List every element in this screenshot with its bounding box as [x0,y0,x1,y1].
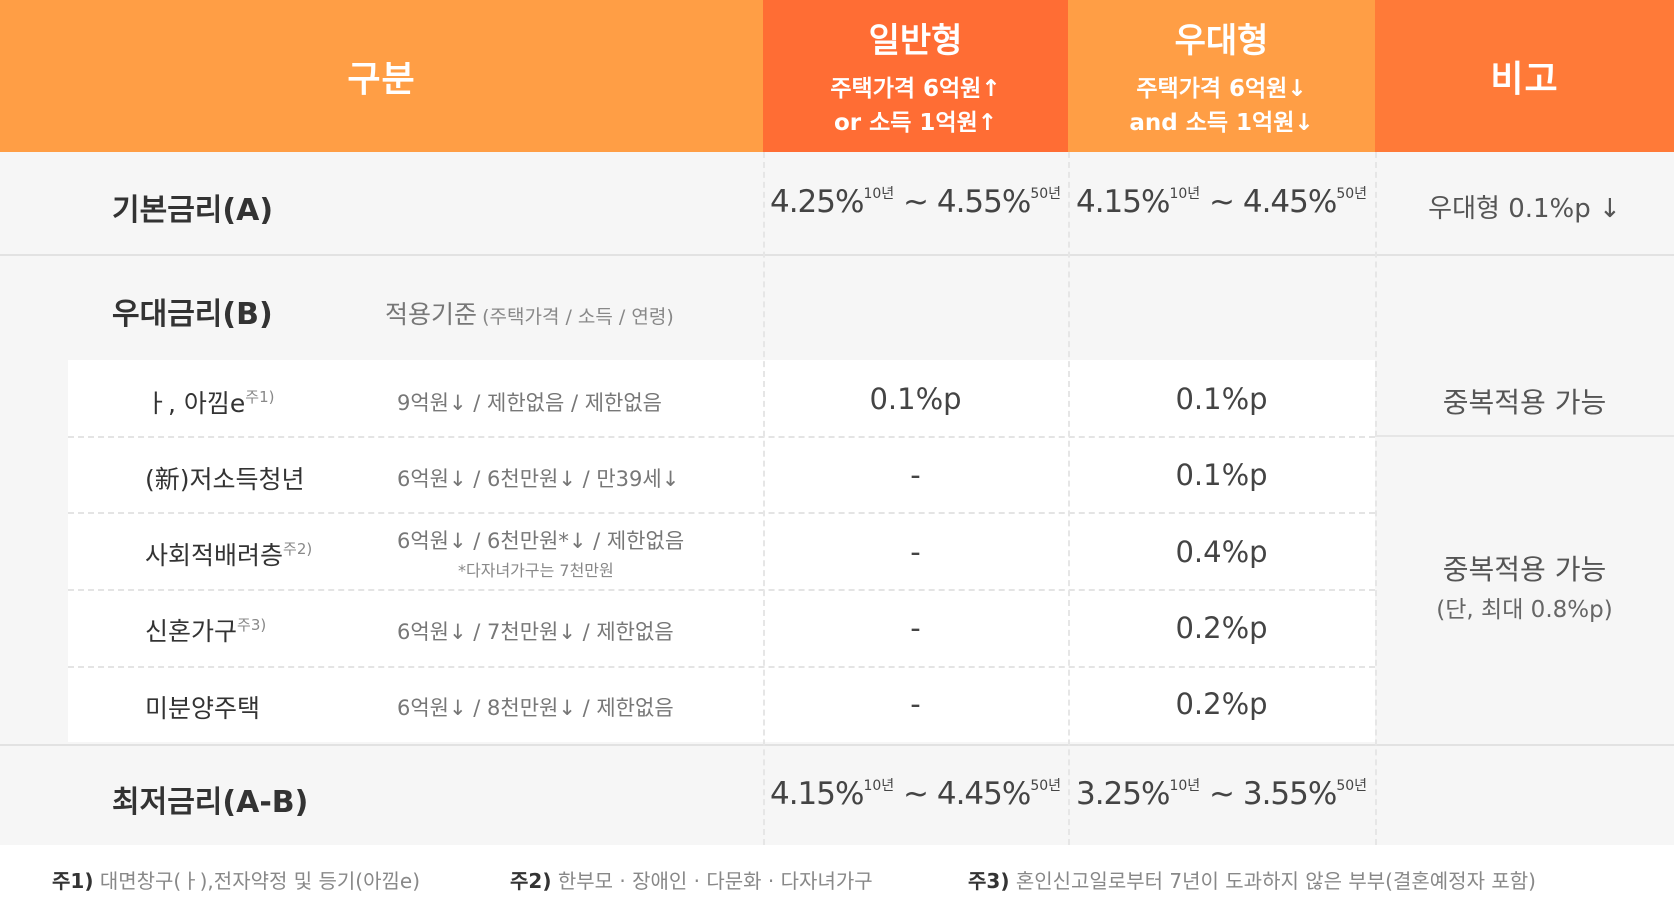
base-rate-remark: 우대형 0.1%p ↓ [1428,194,1621,224]
divider-row-3 [68,589,1375,591]
base-rate-pref-low: 4.15% [1075,184,1170,220]
vline-preferential [1068,152,1070,845]
min-rate-general-sep: ~ [894,776,937,812]
base-rate-general-low-term: 10년 [863,186,895,202]
pref-row-general: - [910,687,921,721]
base-rate-pref-high: 4.45% [1242,184,1337,220]
pref-row-preferential: 0.2%p [1175,687,1268,721]
header-preferential-line2: and 소득 1억원↓ [1129,109,1314,136]
pref-row-criteria-note: *다자녀가구는 7천만원 [458,561,614,580]
footnote-2-key: 주2) [510,869,552,893]
min-rate-general-low: 4.15% [769,776,864,812]
header-category: 구분 [347,59,416,100]
min-rate-pref-high-term: 50년 [1336,778,1368,794]
min-rate-label: 최저금리(A-B) [112,785,309,820]
pref-row-general: 0.1%p [869,382,962,416]
header-preferential-line1: 주택가격 6억원↓ [1136,75,1307,102]
min-rate-band [0,745,1674,845]
header-general-line1: 주택가격 6억원↑ [830,75,1001,102]
divider-row-2 [68,512,1375,514]
min-rate-general-high-term: 50년 [1030,778,1062,794]
base-rate-band [0,152,1674,255]
footnote-1-key: 주1) [52,869,94,893]
base-rate-general-high-term: 50년 [1030,186,1062,202]
vline-general [763,152,765,845]
base-rate-label: 기본금리(A) [112,193,274,228]
base-rate-general-high: 4.55% [936,184,1031,220]
pref-row-name-text: (新)저소득청년 [145,465,305,494]
header-preferential-cell: 우대형 주택가격 6억원↓ and 소득 1억원↓ [1068,0,1375,152]
footnote-2-text: 한부모 · 장애인 · 다문화 · 다자녀가구 [551,869,873,893]
base-rate-pref-sep: ~ [1200,184,1243,220]
min-rate-general-low-term: 10년 [863,778,895,794]
min-rate-pref-high: 3.55% [1242,776,1337,812]
pref-row-general: - [910,611,921,645]
pref-row-note: 주3) [237,616,267,634]
pref-row-preferential: 0.2%p [1175,611,1268,645]
divider-row-4 [68,666,1375,668]
pref-row-criteria: 6억원↓ / 6천만원↓ / 만39세↓ [397,467,680,491]
pref-row-name-text: ㅏ, 아낌e [145,389,246,418]
min-rate-pref-low: 3.25% [1075,776,1170,812]
header-general-cell: 일반형 주택가격 6억원↑ or 소득 1억원↑ [763,0,1068,152]
pref-row-preferential: 0.4%p [1175,535,1268,569]
footnote-1-text: 대면창구(ㅏ),전자약정 및 등기(아낌e) [93,869,421,893]
footnote-3-key: 주3) [968,869,1010,893]
pref-row-name: 사회적배려층주2) [145,536,312,572]
pref-row-note: 주1) [245,388,275,406]
footnote-2: 주2) 한부모 · 장애인 · 다문화 · 다자녀가구 [510,865,873,894]
footnote-3: 주3) 혼인신고일로부터 7년이 도과하지 않은 부부(결혼예정자 포함) [968,865,1536,894]
pref-row-name: 미분양주택 [145,689,260,725]
pref-row-preferential: 0.1%p [1175,458,1268,492]
pref-row-note: 주2) [283,540,313,558]
min-rate-pref-low-term: 10년 [1169,778,1201,794]
pref-row-name-text: 미분양주택 [145,694,261,723]
header-remarks: 비고 [1490,59,1559,100]
pref-row-name: (新)저소득청년 [145,460,305,496]
pref-criteria-label: 적용기준 [385,300,478,329]
pref-row-preferential: 0.1%p [1175,382,1268,416]
min-rate-preferential: 3.25%10년 ~ 3.55%50년 [1068,775,1375,812]
pref-row-criteria: 6억원↓ / 7천만원↓ / 제한없음 [397,620,674,644]
min-rate-general-high: 4.45% [936,776,1031,812]
footnote-3-text: 혼인신고일로부터 7년이 도과하지 않은 부부(결혼예정자 포함) [1009,869,1536,893]
footnote-1: 주1) 대면창구(ㅏ),전자약정 및 등기(아낌e) [52,865,420,894]
header-general-title: 일반형 [868,20,963,61]
base-rate-general-low: 4.25% [769,184,864,220]
pref-remark-group: 중복적용 가능 (단, 최대 0.8%p) [1375,550,1674,630]
pref-remark-first: 중복적용 가능 [1442,386,1607,419]
pref-row-name: ㅏ, 아낌e주1) [145,384,274,420]
pref-row-criteria: 9억원↓ / 제한없음 / 제한없음 [397,391,663,415]
pref-row-name-text: 신혼가구 [145,617,238,646]
pref-row-general: - [910,535,921,569]
pref-row-general: - [910,458,921,492]
header-remarks-cell: 비고 [1375,0,1674,152]
pref-rate-label: 우대금리(B) [112,297,273,332]
pref-row-criteria: 6억원↓ / 6천만원*↓ / 제한없음 [397,529,685,553]
base-rate-pref-high-term: 50년 [1336,186,1368,202]
pref-row-criteria: 6억원↓ / 8천만원↓ / 제한없음 [397,696,674,720]
base-rate-preferential: 4.15%10년 ~ 4.45%50년 [1068,183,1375,220]
vline-remarks [1375,152,1377,845]
divider-row-1 [68,436,1375,438]
header-preferential-title: 우대형 [1174,20,1269,61]
header-category-cell: 구분 [0,0,763,152]
pref-row-name: 신혼가구주3) [145,612,266,648]
base-rate-general: 4.25%10년 ~ 4.55%50년 [763,183,1068,220]
pref-remark-group-main: 중복적용 가능 [1442,553,1607,586]
divider-min [0,744,1674,746]
pref-criteria-header: 적용기준 (주택가격 / 소득 / 연령) [385,295,674,331]
base-rate-general-sep: ~ [894,184,937,220]
pref-rows-panel [68,360,1375,742]
header-general-line2: or 소득 1억원↑ [833,109,998,136]
pref-remark-group-sub: (단, 최대 0.8%p) [1436,597,1613,623]
pref-row-name-text: 사회적배려층 [145,541,284,570]
min-rate-general: 4.15%10년 ~ 4.45%50년 [763,775,1068,812]
divider-pref-remark [1375,435,1674,437]
divider-base [0,254,1674,256]
base-rate-pref-low-term: 10년 [1169,186,1201,202]
pref-criteria-detail: (주택가격 / 소득 / 연령) [482,306,674,328]
min-rate-pref-sep: ~ [1200,776,1243,812]
